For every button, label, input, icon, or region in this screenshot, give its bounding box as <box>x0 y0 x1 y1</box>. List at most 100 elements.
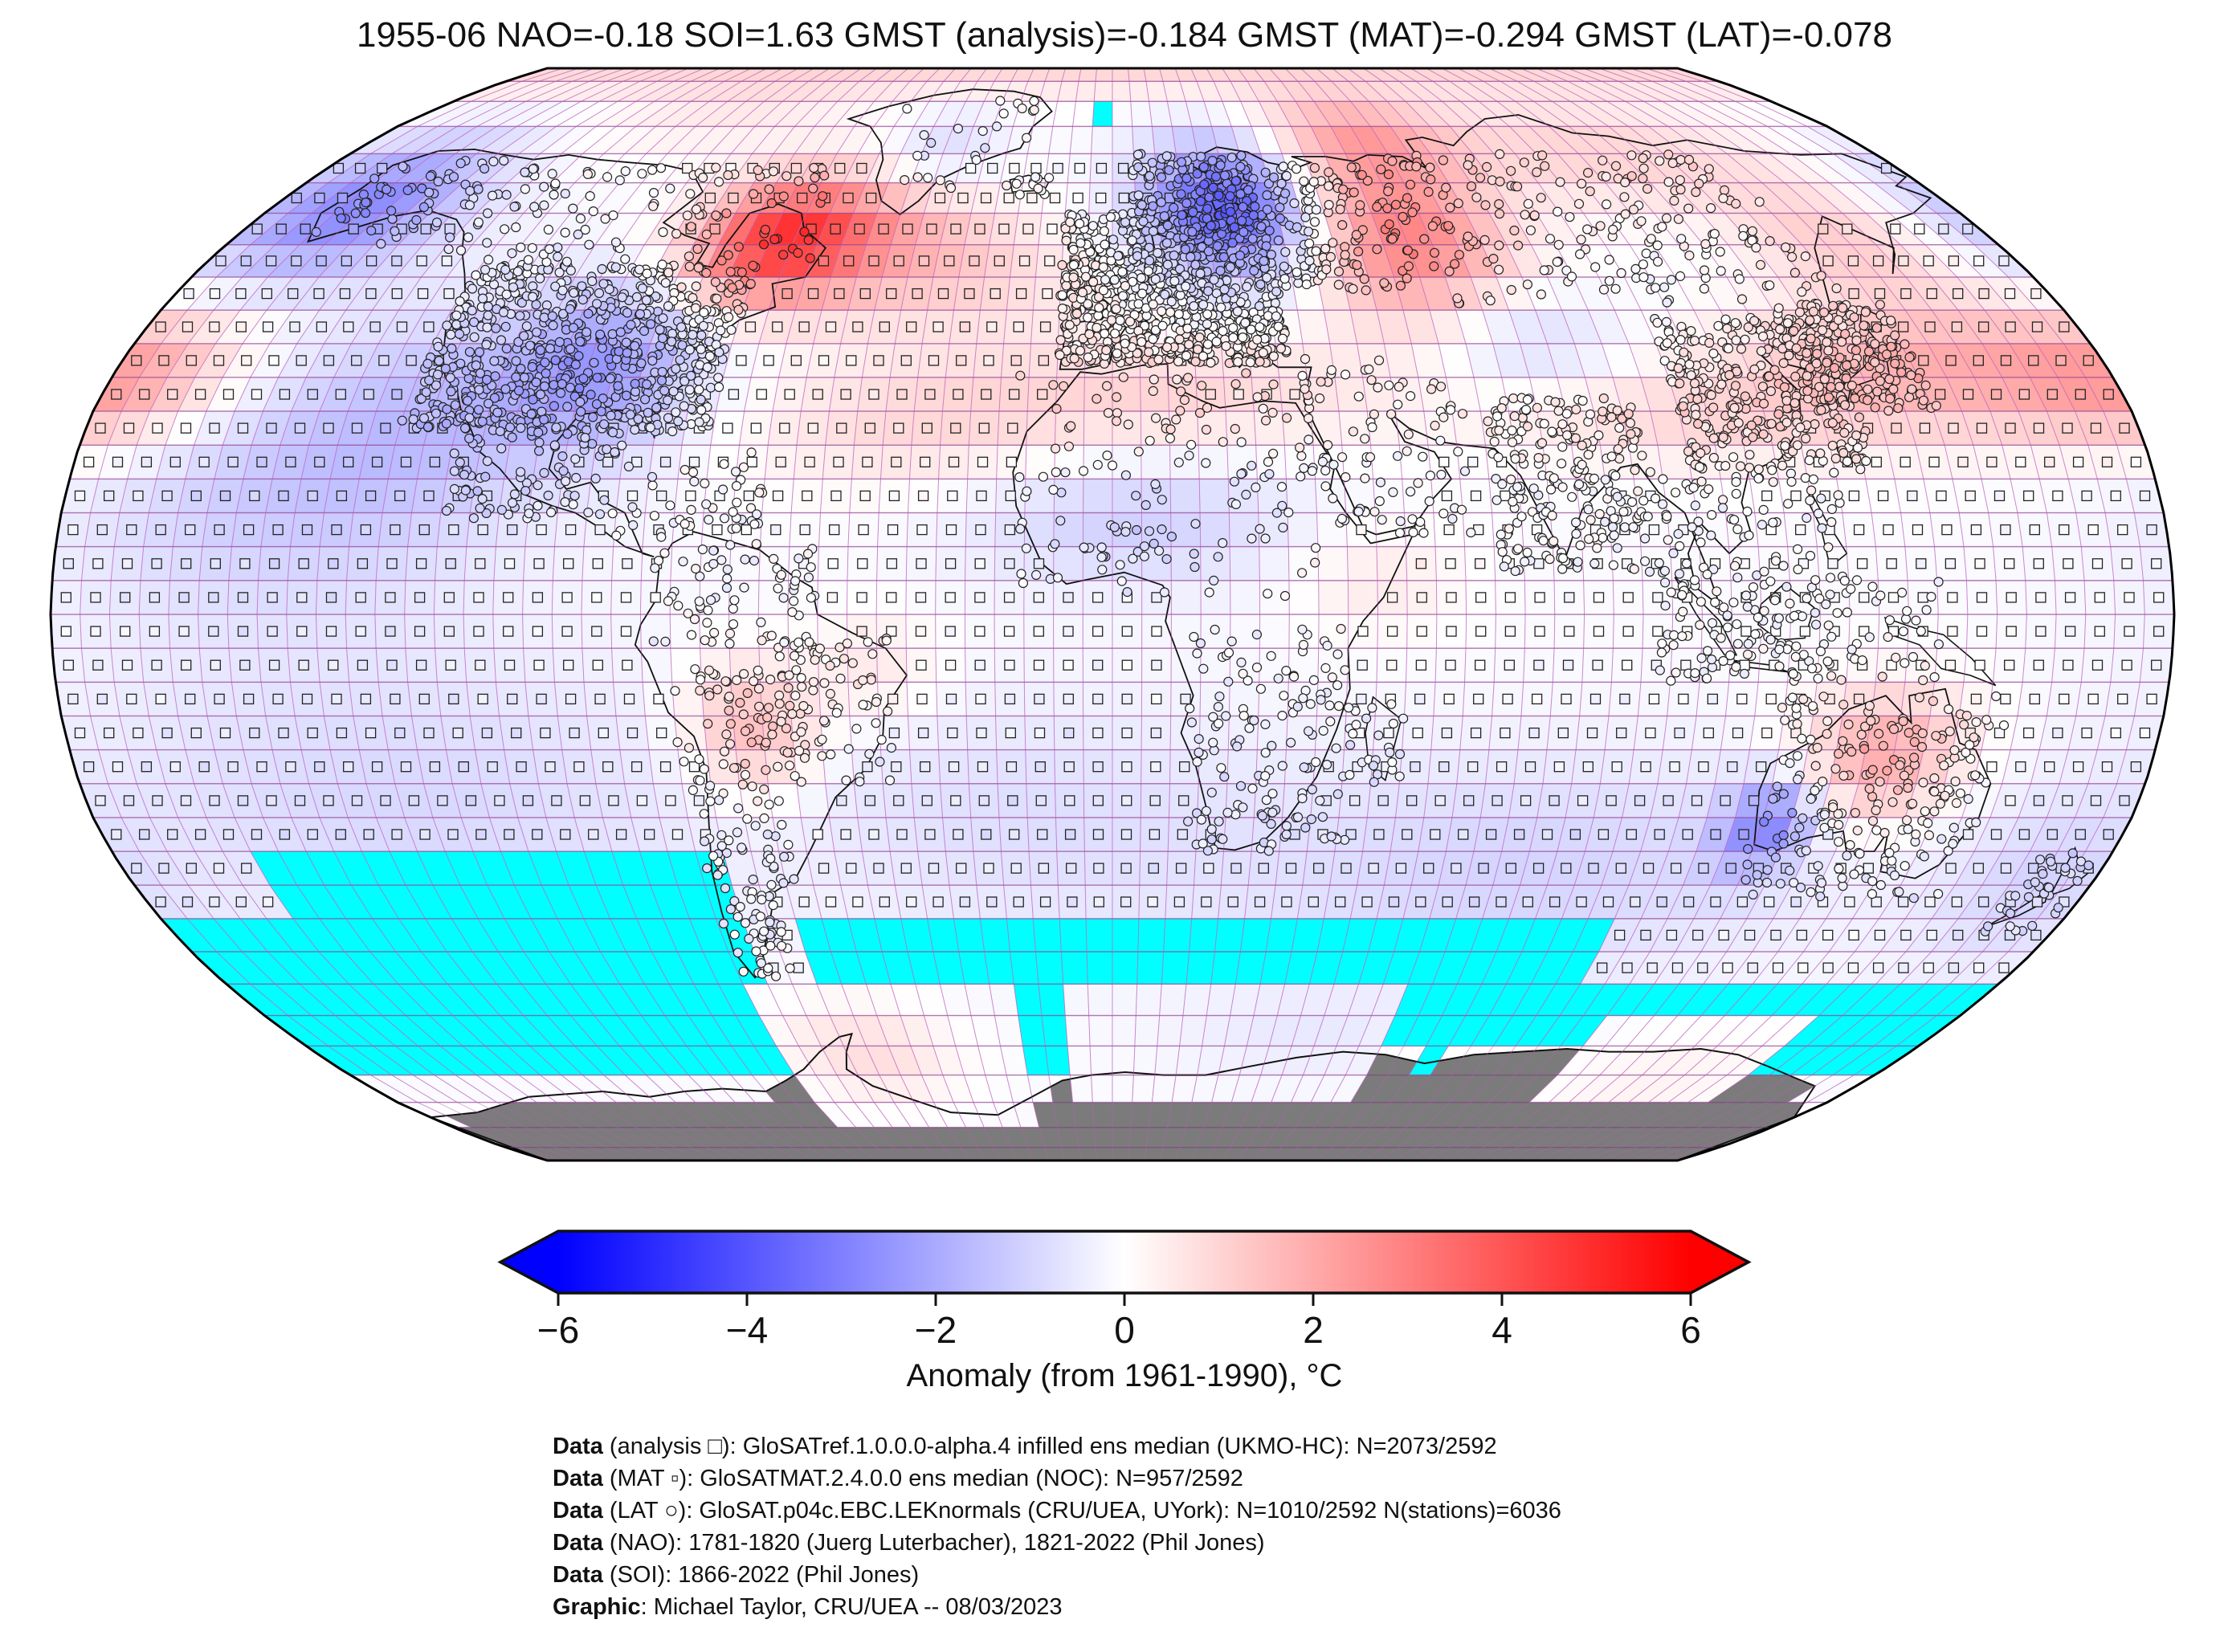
mat-marker-square <box>2103 829 2114 840</box>
station-marker-circle <box>491 323 501 333</box>
station-marker-circle <box>500 264 511 275</box>
station-marker-circle <box>598 279 609 289</box>
station-marker-circle <box>704 781 716 791</box>
mat-marker-square <box>390 524 401 536</box>
mat-marker-square <box>210 558 221 569</box>
station-marker-circle <box>575 397 586 407</box>
mat-marker-square <box>2004 288 2016 300</box>
mat-marker-square <box>746 456 757 467</box>
mat-marker-square <box>1093 863 1104 874</box>
mat-marker-square <box>2030 929 2042 941</box>
station-marker-circle <box>789 874 799 884</box>
mat-marker-square <box>420 223 431 235</box>
mat-marker-square <box>974 223 985 235</box>
grid-cell <box>1082 512 1113 548</box>
grid-cell <box>1089 1046 1113 1075</box>
station-marker-circle <box>764 184 774 194</box>
mat-marker-square <box>974 659 985 671</box>
mat-marker-square <box>1151 659 1162 671</box>
station-marker-circle <box>783 683 794 693</box>
mat-marker-square <box>1121 761 1132 773</box>
mat-marker-square <box>2031 896 2043 908</box>
mat-marker-square <box>812 829 823 840</box>
mat-marker-square <box>532 829 543 840</box>
mat-marker-square <box>178 626 190 637</box>
station-marker-circle <box>483 310 493 320</box>
mat-marker-square <box>227 456 239 467</box>
station-marker-circle <box>560 227 570 238</box>
station-marker-circle <box>670 686 680 696</box>
station-marker-circle <box>544 244 555 255</box>
mat-marker-square <box>503 626 514 637</box>
mat-marker-square <box>2146 693 2157 705</box>
station-marker-circle <box>691 563 701 574</box>
station-marker-circle <box>595 329 606 340</box>
station-marker-circle <box>713 373 724 383</box>
station-marker-circle <box>543 224 554 235</box>
mat-marker-square <box>916 558 927 569</box>
station-marker-circle <box>742 687 753 699</box>
mat-marker-square <box>1092 829 1104 840</box>
mat-marker-square <box>2059 693 2070 705</box>
mat-marker-square <box>1118 192 1129 204</box>
station-marker-circle <box>684 261 695 271</box>
mat-marker-square <box>1652 592 1663 603</box>
mat-marker-square <box>161 727 173 739</box>
station-marker-circle <box>847 658 858 668</box>
station-marker-circle <box>555 388 566 398</box>
grid-cell <box>1078 68 1097 82</box>
station-marker-circle <box>539 467 549 479</box>
grid-cell <box>1095 68 1113 82</box>
mat-marker-square <box>285 761 296 773</box>
mat-marker-square <box>296 626 308 637</box>
station-marker-circle <box>511 222 521 233</box>
mat-marker-square <box>1827 558 1838 569</box>
mat-marker-square <box>1446 592 1457 603</box>
mat-marker-square <box>219 727 231 739</box>
station-marker-circle <box>464 413 475 423</box>
mat-marker-square <box>843 192 854 204</box>
mat-marker-square <box>1410 761 1421 773</box>
mat-marker-square <box>267 592 278 603</box>
mat-marker-square <box>743 490 755 502</box>
station-marker-circle <box>591 299 602 309</box>
mat-marker-square <box>121 558 133 569</box>
mat-marker-square <box>1847 255 1859 267</box>
mat-marker-square <box>1502 693 1513 705</box>
station-marker-circle <box>561 256 573 267</box>
mat-marker-square <box>906 321 917 332</box>
mat-marker-square <box>183 288 194 300</box>
mat-marker-square <box>1441 727 1453 739</box>
mat-marker-square <box>1281 896 1292 908</box>
station-marker-circle <box>764 799 774 810</box>
station-marker-circle <box>841 775 851 785</box>
station-marker-circle <box>422 422 434 432</box>
station-marker-circle <box>449 466 460 476</box>
station-marker-circle <box>455 158 466 169</box>
station-marker-circle <box>779 851 790 862</box>
grid-cell <box>1112 80 1132 102</box>
mat-marker-square <box>859 490 871 502</box>
station-marker-circle <box>724 739 736 749</box>
station-marker-circle <box>482 238 492 248</box>
mat-marker-square <box>1588 863 1599 874</box>
station-marker-circle <box>477 493 488 504</box>
mat-marker-square <box>1953 288 1964 300</box>
station-marker-circle <box>528 292 538 302</box>
mat-marker-square <box>1648 524 1660 536</box>
mat-marker-square <box>902 223 913 235</box>
mat-marker-square <box>1663 795 1674 806</box>
mat-marker-square <box>978 795 990 806</box>
grid-cell <box>1112 1015 1136 1046</box>
mat-marker-square <box>653 693 664 705</box>
mat-marker-square <box>591 592 602 603</box>
grid-cell-missing <box>1189 918 1219 952</box>
mat-marker-square <box>1148 863 1159 874</box>
mat-marker-square <box>852 321 863 332</box>
mat-marker-square <box>74 727 86 739</box>
station-marker-circle <box>527 361 537 372</box>
grid-cell <box>1112 983 1138 1016</box>
mat-marker-square <box>1917 592 1928 603</box>
mat-marker-square <box>194 389 206 400</box>
station-marker-circle <box>694 596 704 606</box>
